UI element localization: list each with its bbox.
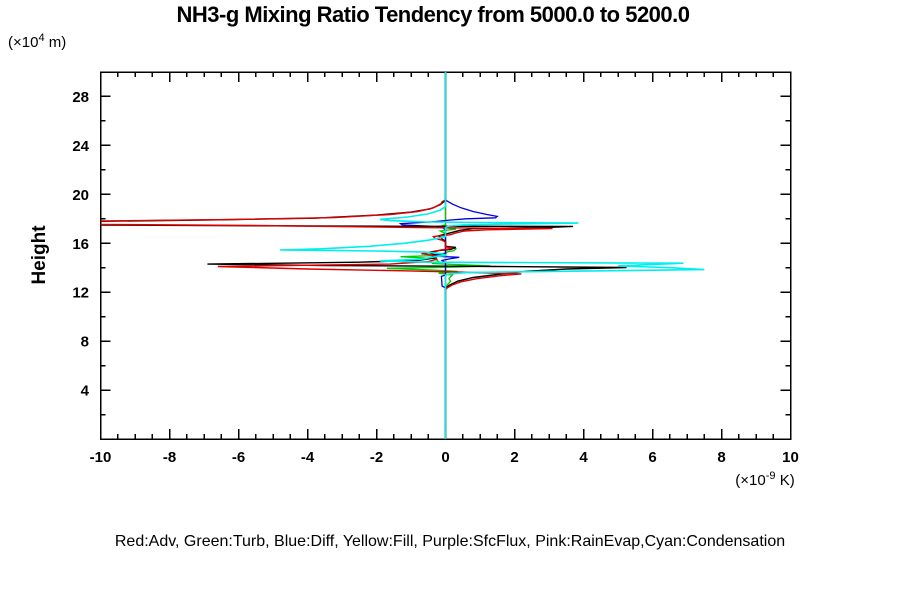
x-tick-label: -4 (301, 449, 315, 466)
x-tick-label: 6 (648, 449, 656, 466)
series-line-total (100, 72, 627, 439)
series-line-turb (386, 72, 491, 439)
series-lines (100, 72, 705, 439)
x-tick-label: -2 (370, 449, 383, 466)
x-tick-label: 0 (441, 449, 449, 466)
y-tick-label: 28 (72, 89, 89, 106)
y-tick-label: 24 (72, 138, 89, 155)
x-axis-unit-label: (×10-9 K) (735, 470, 795, 489)
y-axis-unit-label: (×104 m) (8, 32, 67, 51)
x-tick-label: 2 (510, 449, 518, 466)
x-tick-label: -6 (232, 449, 245, 466)
series-color-legend: Red:Adv, Green:Turb, Blue:Diff, Yellow:F… (114, 533, 786, 550)
y-tick-label: 4 (81, 383, 90, 400)
y-tick-label: 16 (72, 236, 89, 253)
y-tick-label: 20 (72, 187, 89, 204)
x-tick-label: -8 (163, 449, 176, 466)
series-line-adv (100, 72, 553, 439)
x-tick-label: 8 (717, 449, 725, 466)
x-tick-label: 10 (782, 449, 799, 466)
y-tick-label: 12 (72, 285, 89, 302)
axis-ticks (99, 71, 792, 440)
y-tick-label: 8 (81, 334, 89, 351)
chart-title: NH3-g Mixing Ratio Tendency from 5000.0 … (176, 2, 690, 27)
series-line-diff (398, 72, 499, 439)
x-tick-label: 4 (579, 449, 588, 466)
series-line-condensation (279, 72, 705, 439)
x-tick-label: -10 (90, 449, 112, 466)
